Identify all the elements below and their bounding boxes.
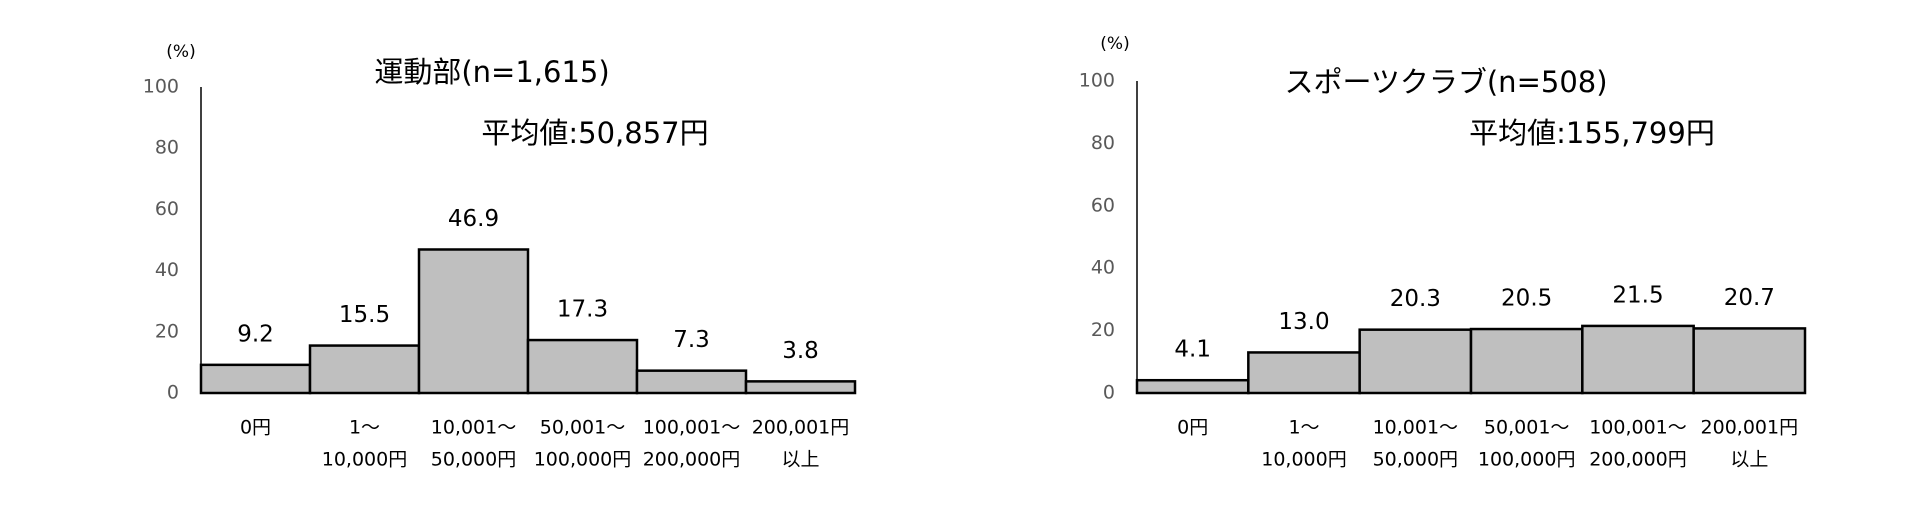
x-tick-label: 200,001円 — [752, 417, 850, 439]
x-tick-label: 50,000円 — [1373, 449, 1458, 471]
x-tick-label: 100,001～ — [643, 417, 741, 439]
x-tick-label: 0円 — [1177, 417, 1208, 439]
x-tick-label: 10,001～ — [431, 417, 516, 439]
y-tick-label: 100 — [1079, 70, 1115, 92]
x-tick-label: 200,000円 — [1589, 449, 1687, 471]
y-tick-label: 20 — [1091, 319, 1115, 341]
value-label: 7.3 — [673, 327, 710, 353]
x-tick-label: 10,001～ — [1373, 417, 1458, 439]
y-tick-label: 0 — [167, 382, 179, 404]
bar — [1135, 378, 1250, 395]
x-tick-label: 以上 — [781, 449, 819, 471]
value-label: 20.7 — [1724, 285, 1775, 311]
x-tick-label: 200,000円 — [643, 449, 741, 471]
x-tick-label: 50,001～ — [540, 417, 625, 439]
chart-subtitle: 平均値:50,857円 — [481, 116, 708, 150]
bar — [308, 344, 421, 395]
x-tick-label: 50,001～ — [1484, 417, 1569, 439]
value-label: 20.3 — [1390, 286, 1441, 312]
bar — [526, 338, 639, 395]
bar — [199, 363, 312, 395]
bar — [1247, 351, 1361, 395]
x-tick-label: 0円 — [240, 417, 271, 439]
y-unit: (%) — [1100, 34, 1129, 54]
x-tick-label: 200,001円 — [1701, 417, 1799, 439]
value-label: 3.8 — [782, 338, 819, 364]
y-tick-label: 0 — [1103, 382, 1115, 404]
bar — [1358, 328, 1473, 395]
bar — [1469, 327, 1584, 395]
x-tick-label: 1～ — [1288, 417, 1319, 439]
y-unit: (%) — [166, 42, 195, 62]
y-tick-label: 20 — [155, 320, 179, 342]
x-tick-label: 50,000円 — [431, 449, 516, 471]
value-label: 46.9 — [448, 206, 499, 232]
y-tick-label: 60 — [1091, 194, 1115, 216]
y-tick-label: 100 — [143, 76, 179, 98]
y-tick-label: 40 — [155, 259, 179, 281]
x-tick-label: 100,000円 — [1478, 449, 1576, 471]
chart-subtitle: 平均値:155,799円 — [1469, 116, 1715, 150]
bar — [417, 248, 530, 395]
y-tick-label: 60 — [155, 198, 179, 220]
x-tick-label: 100,000円 — [534, 449, 632, 471]
x-tick-label: 100,001～ — [1589, 417, 1687, 439]
x-tick-label: 以上 — [1730, 449, 1768, 471]
bar — [1692, 327, 1807, 395]
chart-title: スポーツクラブ(n=508) — [1284, 65, 1607, 99]
value-label: 4.1 — [1174, 337, 1211, 363]
bar — [1581, 324, 1695, 395]
x-tick-label: 10,000円 — [1261, 449, 1346, 471]
y-tick-label: 40 — [1091, 257, 1115, 279]
value-label: 21.5 — [1612, 282, 1663, 308]
value-label: 9.2 — [237, 321, 274, 347]
value-label: 15.5 — [339, 302, 390, 328]
x-tick-label: 1～ — [349, 417, 380, 439]
bar — [744, 380, 857, 395]
value-label: 20.5 — [1501, 286, 1552, 312]
bar — [635, 369, 748, 395]
x-tick-label: 10,000円 — [322, 449, 407, 471]
chart-title: 運動部(n=1,615) — [374, 55, 609, 89]
y-tick-label: 80 — [155, 137, 179, 159]
value-label: 17.3 — [557, 297, 608, 323]
y-tick-label: 80 — [1091, 132, 1115, 154]
value-label: 13.0 — [1278, 309, 1329, 335]
